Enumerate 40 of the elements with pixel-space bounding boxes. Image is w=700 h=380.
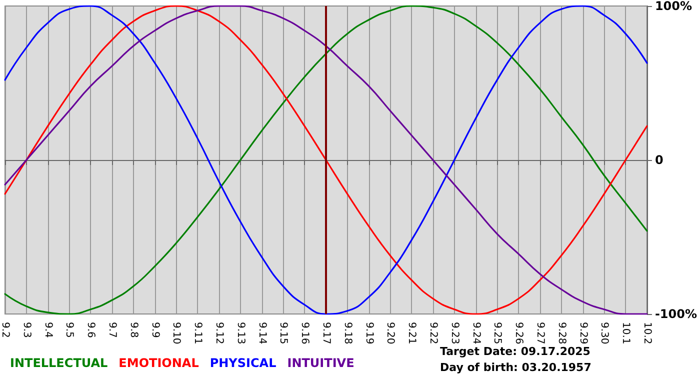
x-tick-label: 9.12: [213, 322, 224, 344]
text: INTELLECTUAL: [10, 356, 108, 370]
x-tick-label: 9.27: [534, 322, 546, 344]
x-tick-label: 10.2: [641, 322, 652, 344]
text: PHYSICAL: [210, 356, 277, 370]
text: Target Date: 09.17.2025: [440, 345, 590, 358]
y-tick-label: 100%: [654, 0, 692, 13]
x-tick-label: 9.8: [128, 322, 139, 338]
x-tick-label: 9.26: [513, 322, 524, 344]
x-tick-label: 9.21: [406, 322, 418, 344]
x-tick-label: 9.30: [598, 322, 610, 344]
x-tick-label: 9.19: [363, 322, 374, 344]
x-tick-label: 9.11: [192, 322, 204, 344]
x-tick-label: 9.15: [278, 322, 289, 344]
text: EMOTIONAL: [118, 356, 200, 370]
x-tick-label: 9.5: [64, 322, 75, 338]
x-tick-label: 9.23: [448, 322, 460, 344]
text: Day of birth: 03.20.1957: [440, 361, 592, 374]
x-tick-label: 9.22: [427, 322, 438, 344]
x-tick-label: 9.13: [234, 322, 246, 344]
x-tick-label: 9.28: [556, 322, 567, 344]
x-tick-label: 9.17: [320, 322, 332, 344]
y-tick-label: 0: [654, 153, 664, 167]
x-tick-label: 9.24: [470, 322, 482, 344]
x-tick-label: 9.9: [149, 322, 160, 338]
x-tick-label: 9.16: [299, 322, 310, 344]
x-tick-label: 10.1: [620, 322, 632, 344]
y-tick-label: -100%: [654, 307, 698, 321]
x-tick-label: 9.18: [342, 322, 353, 344]
x-tick-label: 9.4: [42, 322, 54, 338]
text: INTUITIVE: [287, 356, 354, 370]
x-tick-label: 9.3: [20, 322, 32, 338]
x-tick-label: 9.7: [106, 322, 118, 338]
x-tick-label: 9.25: [492, 322, 503, 344]
x-tick-label: 9.6: [85, 322, 96, 338]
x-tick-label: 9.20: [384, 322, 396, 344]
x-tick-label: 9.29: [577, 322, 588, 344]
x-tick-label: 9.10: [170, 322, 182, 344]
x-tick-label: 9.2: [0, 322, 10, 338]
x-tick-label: 9.14: [256, 322, 268, 344]
